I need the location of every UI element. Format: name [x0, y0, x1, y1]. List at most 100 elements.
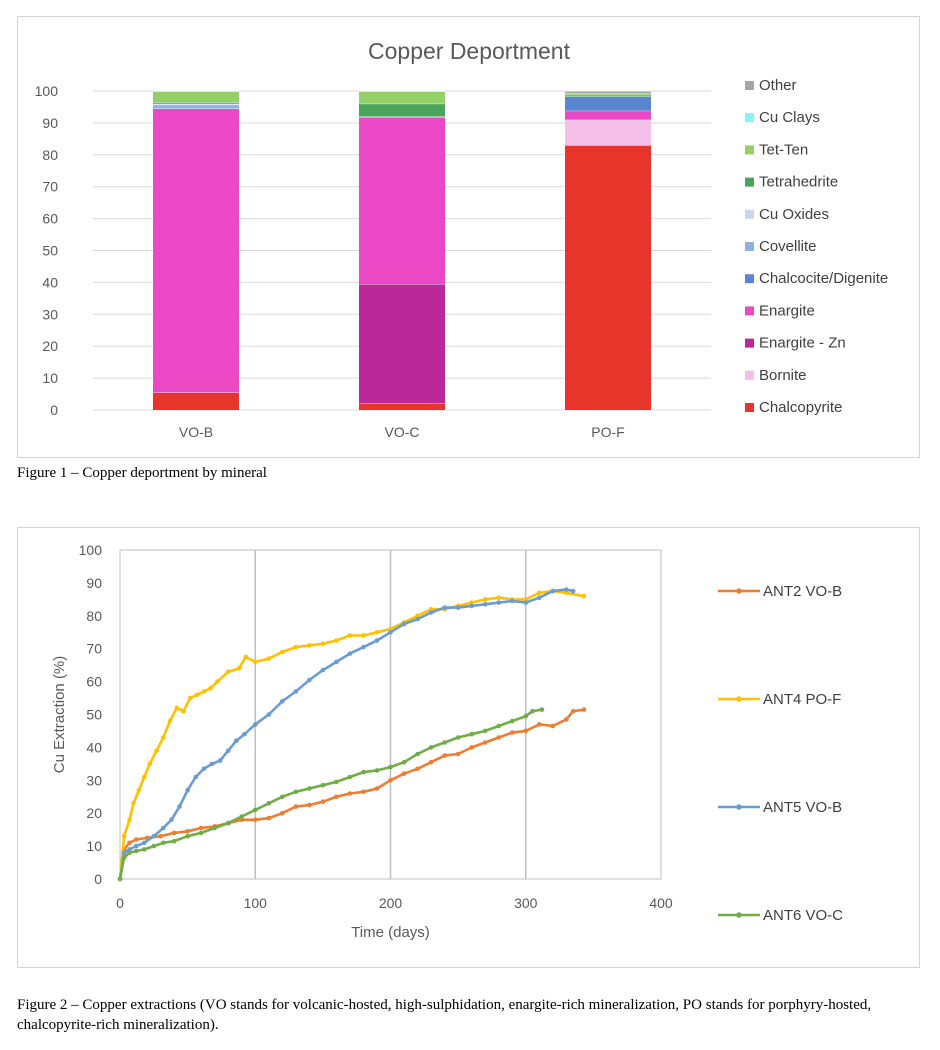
- data-point-ant2-vo-b: [239, 817, 244, 823]
- data-point-ant5-vo-b: [550, 588, 556, 594]
- x-tick-label: VO-B: [179, 424, 213, 440]
- data-point-ant2-vo-b: [266, 815, 272, 821]
- data-point-ant2-vo-b: [280, 810, 285, 816]
- data-point-ant4-po-f: [415, 613, 420, 619]
- data-point-ant6-vo-c: [307, 786, 312, 791]
- data-point-ant4-po-f: [469, 600, 475, 605]
- data-point-ant5-vo-b: [234, 738, 239, 744]
- data-point-ant4-po-f: [181, 708, 186, 714]
- legend-swatch-enargite: [745, 306, 754, 316]
- data-point-ant4-po-f: [307, 643, 312, 648]
- data-point-ant4-po-f: [174, 705, 180, 711]
- chart-title: Copper Deportment: [368, 38, 571, 64]
- data-point-ant5-vo-b: [415, 616, 420, 622]
- data-point-ant6-vo-c: [455, 735, 461, 740]
- y-tick-label: 20: [42, 338, 58, 354]
- data-point-ant2-vo-b: [509, 730, 515, 735]
- data-point-ant4-po-f: [161, 735, 166, 740]
- data-point-ant6-vo-c: [361, 769, 366, 775]
- data-point-ant6-vo-c: [127, 850, 132, 855]
- data-point-ant5-vo-b: [193, 774, 198, 780]
- y-tick-label: 0: [94, 871, 102, 887]
- data-point-ant2-vo-b: [374, 786, 380, 791]
- y-tick-label: 20: [86, 805, 102, 821]
- bar-segment-vo-b-tetrahedrite: [153, 102, 239, 104]
- data-point-ant2-vo-b: [455, 751, 461, 757]
- data-point-ant6-vo-c: [539, 707, 545, 712]
- legend-label-enargite-zn: Enargite - Zn: [759, 335, 846, 352]
- data-point-ant4-po-f: [243, 654, 249, 660]
- x-axis-title: Time (days): [351, 924, 430, 941]
- data-point-ant6-vo-c: [428, 745, 434, 750]
- data-point-ant4-po-f: [215, 679, 220, 684]
- legend-label-enargite: Enargite: [759, 302, 815, 319]
- legend-swatch-chalcocite-digenite: [745, 274, 754, 284]
- data-point-ant6-vo-c: [266, 801, 272, 806]
- data-point-ant5-vo-b: [280, 699, 285, 704]
- y-tick-label: 100: [79, 542, 103, 558]
- data-point-ant4-po-f: [564, 590, 569, 596]
- data-point-ant6-vo-c: [523, 713, 529, 719]
- data-point-ant5-vo-b: [242, 731, 247, 737]
- bar-segment-po-f-tetrahedrite: [565, 94, 651, 97]
- data-point-ant4-po-f: [496, 595, 502, 600]
- data-point-ant6-vo-c: [239, 814, 244, 819]
- legend-swatch-bornite: [745, 370, 754, 380]
- data-point-ant6-vo-c: [374, 768, 380, 773]
- data-point-ant4-po-f: [293, 644, 299, 650]
- data-point-ant6-vo-c: [415, 751, 420, 757]
- data-point-ant2-vo-b: [469, 745, 475, 750]
- data-point-ant5-vo-b: [209, 761, 215, 767]
- data-point-ant4-po-f: [131, 801, 136, 806]
- data-point-ant6-vo-c: [151, 843, 157, 849]
- legend-label-chalcopyrite: Chalcopyrite: [759, 399, 842, 416]
- bar-segment-vo-b-enargite: [153, 108, 239, 393]
- data-point-ant4-po-f: [334, 638, 339, 643]
- y-tick-label: 0: [50, 402, 58, 418]
- data-point-ant2-vo-b: [307, 802, 312, 808]
- bar-segment-po-f-tet-ten: [565, 93, 651, 95]
- legend-label-tet-ten: Tet-Ten: [759, 141, 808, 158]
- data-point-ant6-vo-c: [509, 718, 515, 724]
- data-point-ant2-vo-b: [537, 722, 542, 727]
- data-point-ant5-vo-b: [133, 843, 139, 849]
- data-point-ant5-vo-b: [347, 651, 353, 656]
- data-point-ant4-po-f: [320, 641, 326, 647]
- data-point-ant5-vo-b: [161, 825, 166, 831]
- bar-segment-vo-b-tet-ten: [153, 91, 239, 103]
- bar-segment-vo-b-chalcopyrite: [153, 392, 239, 410]
- data-point-ant2-vo-b: [428, 759, 434, 765]
- legend-swatch-enargite-zn: [745, 338, 754, 348]
- y-tick-label: 40: [42, 274, 58, 290]
- bar-segment-vo-c-chalcopyrite: [359, 403, 445, 410]
- data-point-ant5-vo-b: [374, 638, 380, 643]
- y-tick-label: 90: [86, 575, 102, 591]
- data-point-ant6-vo-c: [142, 847, 147, 852]
- x-tick-label: PO-F: [591, 424, 624, 440]
- legend-swatch-cu-clays: [745, 113, 754, 123]
- data-point-ant2-vo-b: [171, 830, 177, 836]
- data-point-ant6-vo-c: [171, 838, 177, 844]
- data-point-ant2-vo-b: [320, 799, 326, 804]
- data-point-ant4-po-f: [188, 695, 193, 701]
- bar-segment-po-f-enargite: [565, 110, 651, 120]
- legend-swatch-covellite: [745, 242, 754, 251]
- y-tick-label: 70: [86, 641, 102, 657]
- data-point-ant5-vo-b: [570, 588, 576, 594]
- data-point-ant5-vo-b: [428, 610, 434, 615]
- extraction-chart-frame: 0 100 200 300 400 0 10 20 30 40 50 60 70 80 90 100 Time …: [17, 527, 920, 968]
- data-point-ant6-vo-c: [212, 825, 217, 831]
- data-point-ant6-vo-c: [225, 820, 231, 826]
- data-point-ant6-vo-c: [293, 789, 299, 795]
- data-point-ant4-po-f: [121, 833, 127, 839]
- data-point-ant5-vo-b: [320, 667, 326, 673]
- data-point-ant5-vo-b: [334, 659, 339, 665]
- data-point-ant2-vo-b: [198, 825, 204, 831]
- legend-label-bornite: Bornite: [759, 367, 807, 384]
- data-point-ant5-vo-b: [564, 587, 569, 592]
- data-point-ant6-vo-c: [280, 794, 285, 800]
- data-point-ant4-po-f: [208, 685, 213, 691]
- legend-label-cu-clays: Cu Clays: [759, 109, 820, 126]
- y-tick-label: 10: [42, 370, 58, 386]
- bar-segment-po-f-chalcocite-digenite: [565, 96, 651, 111]
